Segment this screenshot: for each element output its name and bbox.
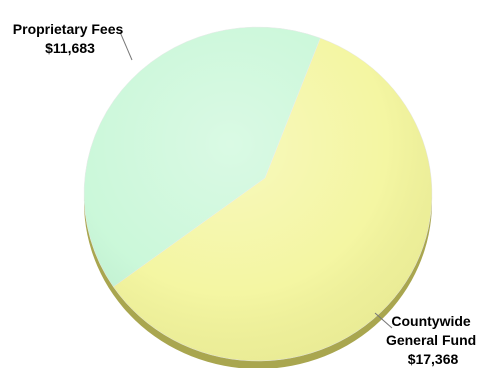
leader-line-countywide — [374, 312, 393, 329]
slice-label-proprietary-line2: $11,683 — [45, 40, 95, 56]
slice-label-proprietary: Proprietary Fees $11,683 — [13, 21, 127, 56]
pie-highlight — [84, 27, 432, 361]
slice-labels: Proprietary Fees $11,683 Countywide Gene… — [13, 21, 480, 367]
slice-label-countywide-line2: General Fund — [386, 332, 476, 348]
slice-label-countywide-line1: Countywide — [391, 313, 471, 329]
slice-label-proprietary-line1: Proprietary Fees — [13, 21, 124, 37]
slice-label-countywide: Countywide General Fund $17,368 — [386, 313, 480, 367]
slice-label-countywide-line3: $17,368 — [408, 351, 459, 367]
leader-line-proprietary — [119, 31, 133, 61]
